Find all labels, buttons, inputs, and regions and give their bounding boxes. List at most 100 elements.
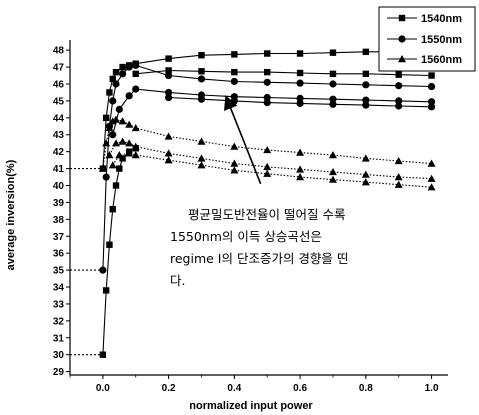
series-9-point-7 [230, 166, 239, 174]
series-8-point-1 [105, 151, 114, 159]
series-3-point-8 [362, 70, 370, 78]
series-3-point-2 [165, 67, 172, 74]
series-7-point-11 [230, 142, 239, 150]
series-4-point-4 [109, 97, 117, 105]
y-tick-label-35: 35 [53, 266, 65, 277]
y-tick-label-40: 40 [53, 181, 65, 192]
series-7-point-15 [361, 154, 370, 162]
series-4-point-2 [102, 173, 110, 181]
series-2-point-13 [296, 50, 304, 57]
series-1-point-5 [112, 182, 120, 189]
series-6-point-6 [329, 100, 337, 108]
x-tick-label-0: 0.0 [96, 383, 110, 394]
series-8-point-6 [164, 149, 173, 157]
series-8-point-3 [118, 137, 127, 145]
series-9-point-13 [427, 183, 436, 191]
series-9-point-1 [108, 161, 117, 169]
series-9-point-3 [125, 149, 134, 157]
series-9-point-9 [296, 173, 305, 181]
series-3-point-4 [231, 68, 238, 76]
series-3-point-1 [132, 70, 139, 78]
series-2-point-6 [119, 63, 126, 71]
series-5-point-2 [115, 105, 123, 113]
series-4-point-1 [99, 266, 107, 274]
series-9-line [112, 152, 432, 188]
series-4-point-13 [296, 79, 304, 87]
y-tick-label-48: 48 [53, 46, 65, 57]
series-1-point-7 [119, 155, 126, 162]
series-5-point-8 [263, 93, 271, 102]
plot-area [70, 47, 436, 358]
series-7-point-6 [118, 117, 127, 125]
series-6-point-8 [395, 102, 403, 110]
series-7-point-1 [98, 164, 107, 172]
x-tick-label-3: 0.6 [293, 383, 307, 394]
series-5-line [112, 88, 432, 135]
series-4-point-10 [197, 75, 206, 83]
legend-marker-2 [398, 35, 406, 43]
series-6-point-2 [197, 95, 206, 103]
series-6-point-9 [427, 103, 436, 111]
series-8-point-8 [230, 159, 239, 167]
series-3-point-5 [264, 68, 271, 76]
x-tick-label-5: 1.0 [425, 383, 439, 394]
series-4-point-11 [230, 77, 238, 86]
series-5-point-13 [427, 98, 436, 106]
series-9-point-10 [328, 175, 337, 183]
series-2-point-10 [198, 52, 205, 59]
series-1-point-1 [99, 351, 107, 358]
series-5-point-9 [296, 94, 304, 102]
series-2-point-14 [329, 49, 337, 56]
x-axis-label: normalized input power [189, 400, 313, 412]
series-9-point-6 [197, 161, 206, 169]
series-5-point-1 [109, 131, 117, 139]
legend-marker-1 [398, 14, 406, 22]
y-tick-label-47: 47 [53, 63, 65, 74]
x-tick-label-2: 0.4 [227, 383, 241, 394]
series-6-point-3 [230, 97, 238, 105]
series-7-point-9 [164, 132, 173, 140]
series-4-point-14 [329, 80, 337, 88]
series-4-point-15 [362, 81, 370, 89]
y-tick-label-44: 44 [53, 113, 65, 124]
series-9-point-8 [263, 169, 272, 177]
y-tick-label-34: 34 [53, 283, 65, 294]
y-tick-label-41: 41 [53, 164, 65, 175]
y-tick-label-30: 30 [53, 350, 65, 361]
series-4-point-8 [132, 61, 140, 69]
series-7-point-12 [263, 145, 272, 154]
series-6-point-7 [362, 101, 370, 109]
y-tick-label-42: 42 [53, 147, 65, 158]
series-9-point-4 [131, 151, 140, 159]
series-7-point-14 [328, 151, 337, 159]
series-3-line [135, 69, 432, 77]
y-tick-label-32: 32 [53, 316, 65, 327]
y-tick-label-31: 31 [53, 333, 65, 344]
series-3-point-9 [395, 71, 402, 78]
y-axis-label: average inversion(%) [5, 159, 17, 270]
series-7-point-10 [197, 137, 206, 145]
series-5-point-12 [395, 97, 403, 105]
series-7-line [102, 118, 432, 169]
series-7-point-3 [105, 123, 114, 132]
series-1-point-2 [102, 287, 110, 294]
series-3-point-3 [198, 68, 205, 75]
series-7-point-13 [296, 148, 305, 156]
series-7-point-17 [427, 159, 436, 167]
series-9-point-5 [164, 156, 173, 164]
series-5-point-10 [329, 95, 337, 103]
series-8-point-12 [361, 170, 370, 178]
series-6-point-4 [263, 99, 271, 107]
y-tick-label-38: 38 [53, 215, 65, 226]
series-1-point-4 [109, 205, 116, 213]
series-2-point-11 [231, 51, 238, 58]
series-7-point-2 [102, 139, 111, 147]
x-tick-label-1: 0.2 [162, 383, 176, 394]
series-8-point-5 [131, 142, 140, 150]
annotation-line-1: 평균밀도반전율이 떨어질 수록 [188, 207, 345, 222]
series-4-point-5 [112, 80, 120, 88]
annotation: 평균밀도반전율이 떨어질 수록 1550nm의 이득 상승곡선은 regime … [170, 94, 348, 288]
series-2-point-5 [112, 68, 120, 76]
y-tick-label-39: 39 [53, 198, 65, 209]
